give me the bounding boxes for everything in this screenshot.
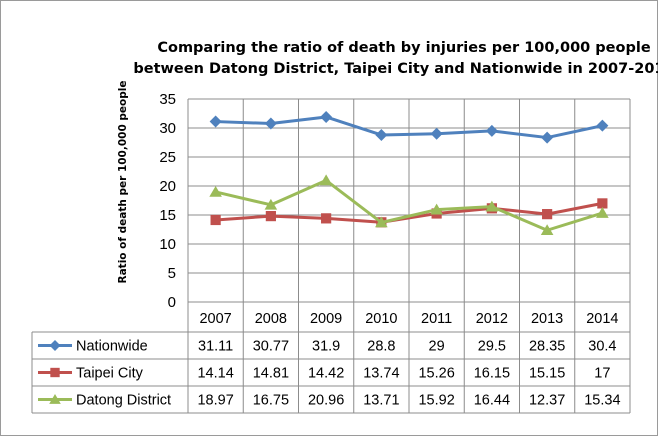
table-cell-value: 16.75	[253, 393, 289, 409]
x-tick-label: 2008	[255, 311, 287, 327]
data-point	[264, 198, 278, 210]
table-cell-value: 28.8	[367, 339, 395, 355]
series-0	[209, 110, 609, 144]
table-cell-value: 13.71	[363, 393, 399, 409]
y-tick-label: 10	[159, 236, 176, 253]
table-cell-value: 17	[594, 366, 610, 382]
chart-title-line-1: Comparing the ratio of death by injuries…	[157, 40, 650, 56]
data-point	[210, 214, 221, 226]
data-point	[265, 211, 276, 222]
table-cell-value: 31.9	[312, 339, 340, 355]
table-cell-value: 16.44	[474, 393, 510, 409]
data-point	[485, 200, 499, 212]
table-cell-value: 29	[429, 339, 445, 355]
y-tick-label: 20	[159, 178, 176, 195]
table-cell-value: 15.34	[584, 393, 620, 409]
y-tick-label: 0	[168, 294, 176, 311]
table-cell-value: 16.15	[474, 366, 510, 382]
data-point	[319, 174, 333, 186]
table-cell-value: 31.11	[198, 339, 233, 355]
x-tick-label: 2007	[199, 311, 231, 327]
data-point	[264, 117, 277, 130]
table-cell-value: 14.42	[308, 366, 344, 382]
data-point	[540, 224, 554, 236]
table-cell-value: 14.14	[197, 366, 233, 382]
data-point	[375, 216, 388, 228]
table-cell-value: 15.15	[529, 366, 565, 382]
series-line	[215, 201, 603, 224]
table-cell-value: 30.4	[588, 339, 616, 355]
legend-key-marker	[49, 394, 61, 404]
data-point	[541, 131, 554, 144]
series-line	[215, 178, 603, 232]
table-cell-value: 29.5	[478, 339, 506, 355]
data-point	[542, 209, 553, 220]
table-cell-value: 18.97	[197, 393, 233, 409]
y-tick-labels: 0 5 10 15 20 25 30 35	[159, 91, 176, 311]
data-point	[375, 128, 388, 141]
table-cell-value: 13.74	[363, 366, 399, 382]
data-point	[597, 198, 608, 209]
x-tick-label: 2012	[476, 311, 508, 327]
table-cell-value: 20.96	[308, 393, 344, 409]
legend-entry: Taipei City	[76, 366, 144, 382]
data-point	[430, 203, 443, 215]
series-line	[215, 115, 603, 140]
data-point	[485, 124, 498, 137]
chart-title-line-2: between Datong District, Taipei City and…	[133, 61, 658, 77]
x-tick-label: 2009	[310, 311, 342, 327]
data-table: 2007 2008 2009 2010 2011 2012 2013 2014Nationwi…	[31, 99, 631, 414]
y-tick-label: 15	[159, 207, 176, 224]
data-point	[209, 115, 222, 128]
x-tick-label: 2011	[421, 311, 452, 327]
legend-entry: Datong District	[76, 393, 171, 409]
data-point	[596, 119, 609, 132]
series-2	[209, 174, 609, 236]
data-point	[430, 127, 443, 140]
table-cell-value: 30.77	[253, 339, 289, 355]
table-cell-value: 12.37	[529, 393, 565, 409]
y-axis-label: Ratio of death per 100,000 people	[117, 80, 129, 283]
data-point	[321, 213, 332, 224]
legend-key-marker	[50, 367, 60, 378]
table-cell-value: 28.35	[529, 339, 565, 355]
series-lines	[209, 110, 609, 236]
y-tick-label: 25	[159, 149, 176, 166]
data-point	[209, 185, 222, 197]
table-cell-value: 14.81	[253, 366, 289, 382]
x-tick-label: 2014	[586, 311, 618, 327]
x-tick-label: 2013	[531, 311, 563, 327]
data-point	[320, 110, 333, 123]
legend-entry: Nationwide	[76, 339, 148, 355]
x-tick-label: 2010	[365, 311, 397, 327]
table-cell-value: 15.92	[418, 393, 454, 409]
legend-key-marker	[49, 340, 61, 351]
y-tick-label: 5	[168, 265, 176, 282]
y-tick-label: 35	[159, 91, 176, 108]
table-cell-value: 15.26	[418, 366, 454, 382]
y-tick-label: 30	[159, 120, 176, 137]
data-point	[596, 207, 609, 218]
